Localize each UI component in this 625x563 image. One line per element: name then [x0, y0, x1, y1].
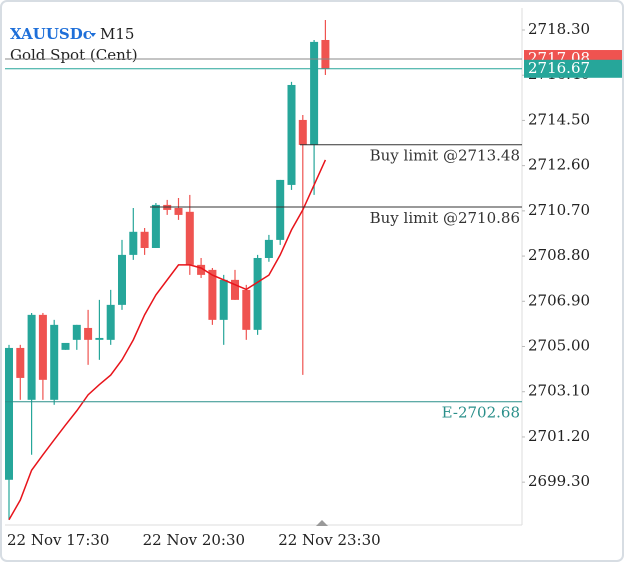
candle-body	[16, 347, 25, 378]
candle-body	[174, 208, 183, 215]
candle-body	[50, 324, 59, 400]
candle-body	[27, 314, 36, 400]
candle-body	[106, 304, 115, 340]
y-tick-label: 2714.50	[528, 110, 590, 128]
moving-average	[8, 159, 327, 521]
level-label: E-2702.68	[442, 404, 520, 422]
candle-body	[219, 279, 228, 320]
candle-body	[208, 269, 217, 320]
y-tick-label: 2703.10	[528, 382, 590, 400]
candle-body	[253, 257, 262, 330]
y-tick-label: 2718.30	[528, 20, 590, 38]
subtitle: Gold Spot (Cent)	[10, 46, 138, 64]
timeframe: M15	[100, 25, 134, 43]
symbol[interactable]: XAUUSDc	[10, 25, 92, 43]
dropdown-arrow[interactable]	[90, 33, 96, 37]
candle-body	[276, 179, 285, 240]
candle-body	[84, 327, 93, 340]
y-tick-label: 2705.00	[528, 337, 590, 355]
candle-body	[242, 289, 251, 330]
candle-body	[5, 347, 13, 480]
y-tick-label: 2708.80	[528, 246, 590, 264]
y-tick-label: 2701.20	[528, 427, 590, 445]
candle-body	[140, 231, 149, 248]
candle-body	[231, 279, 239, 300]
candle-body	[151, 204, 160, 248]
candle-body	[321, 39, 330, 69]
candle-body	[129, 231, 138, 255]
candle-body	[72, 324, 81, 340]
candle-body	[310, 41, 319, 145]
x-tick-label: 22 Nov 20:30	[143, 531, 245, 549]
y-tick-label: 2710.70	[528, 201, 590, 219]
candle-body	[118, 254, 126, 305]
candle-body	[38, 314, 47, 380]
x-tick-label: 22 Nov 23:30	[278, 531, 380, 549]
candle-body	[197, 264, 206, 275]
candle-body	[298, 119, 307, 145]
level-label: Buy limit @2710.86	[370, 209, 520, 227]
candle-body	[61, 342, 70, 350]
y-tick-label: 2699.30	[528, 472, 590, 490]
candle-body	[264, 239, 273, 258]
ask-tag	[524, 59, 622, 78]
ask-label: 2716.67	[528, 59, 590, 77]
candle-body	[185, 211, 194, 265]
candle-body	[287, 84, 296, 185]
x-tick-label: 22 Nov 17:30	[7, 531, 109, 549]
y-tick-label: 2712.60	[528, 156, 590, 174]
plot	[5, 19, 330, 521]
current-bar-marker	[316, 520, 328, 526]
y-tick-label: 2706.90	[528, 291, 590, 309]
level-label: Buy limit @2713.48	[370, 147, 520, 165]
candle-body	[95, 337, 104, 340]
